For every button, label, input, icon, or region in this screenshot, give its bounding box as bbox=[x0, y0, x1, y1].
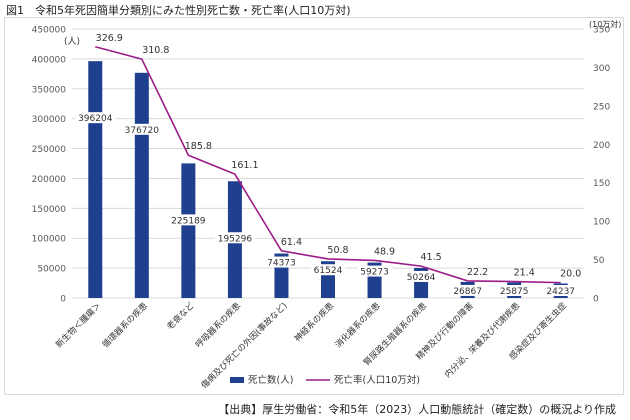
y-left-tick-label: 400000 bbox=[32, 55, 67, 65]
bar-label-bg bbox=[404, 270, 439, 282]
y-left-tick-label: 450000 bbox=[32, 26, 67, 36]
source-note: 【出典】厚生労働省：令和5年（2023）人口動態統計（確定数）の概況より作成 bbox=[218, 403, 616, 416]
x-tick-label: 循環器系の疾患 bbox=[100, 300, 150, 350]
y-right-tick-label: 250 bbox=[593, 102, 610, 112]
line-value-label: 161.1 bbox=[231, 160, 258, 171]
bar-label-bg bbox=[121, 123, 162, 135]
bar bbox=[134, 72, 149, 299]
rate-line bbox=[95, 45, 561, 284]
bar-label-bg bbox=[214, 232, 255, 244]
y-left-tick-label: 100000 bbox=[32, 235, 67, 245]
x-tick-label: 内分泌、栄養及び代謝疾患 bbox=[442, 300, 522, 380]
y-left-tick-label: 50000 bbox=[37, 265, 66, 275]
bar-value-label: 50264 bbox=[407, 273, 436, 283]
bar-value-label: 59273 bbox=[360, 268, 389, 278]
line-value-label: 20.0 bbox=[560, 269, 581, 280]
bar-label-bg bbox=[264, 256, 299, 268]
legend-line-label: 死亡率(人口10万対) bbox=[334, 374, 420, 386]
line-value-label: 41.5 bbox=[421, 252, 442, 263]
bar-value-label: 74373 bbox=[267, 259, 296, 269]
bar-value-label: 25875 bbox=[500, 287, 529, 297]
legend-bar-label: 死亡数(人) bbox=[248, 374, 293, 386]
y-right-tick-label: 100 bbox=[593, 218, 610, 228]
x-tick-label: 老衰など bbox=[165, 300, 197, 332]
bar bbox=[88, 61, 103, 299]
y-right-tick-label: 300 bbox=[593, 64, 610, 74]
y-right-tick-label: 350 bbox=[593, 26, 610, 36]
line-value-label: 185.8 bbox=[185, 141, 212, 152]
x-tick-label: 呼吸器系の疾患 bbox=[193, 300, 243, 350]
y-left-tick-label: 350000 bbox=[32, 85, 67, 95]
bar-label-bg bbox=[357, 265, 392, 277]
y-left-tick-label: 200000 bbox=[32, 175, 67, 185]
line-value-label: 50.8 bbox=[327, 245, 348, 256]
y-left-tick-label: 250000 bbox=[32, 145, 67, 155]
bar-value-label: 225189 bbox=[171, 216, 206, 226]
line-value-label: 61.4 bbox=[281, 237, 302, 248]
y-right-tick-label: 150 bbox=[593, 179, 610, 189]
legend-bar-swatch bbox=[230, 377, 244, 383]
bar-value-label: 195296 bbox=[218, 234, 253, 244]
line-value-label: 310.8 bbox=[142, 45, 169, 56]
line-value-label: 22.2 bbox=[467, 267, 488, 278]
chart-panel bbox=[4, 17, 624, 395]
bar-value-label: 24237 bbox=[546, 287, 575, 297]
figure-title: 図1 令和5年死因簡単分類別にみた性別死亡数・死亡率(人口10万対) bbox=[6, 4, 351, 17]
bar-label-bg bbox=[168, 214, 209, 226]
bar-label-bg bbox=[311, 264, 345, 276]
x-tick-label: 神経系の疾患 bbox=[292, 300, 336, 344]
x-tick-label: 消化器系の疾患 bbox=[333, 300, 383, 350]
y-left-tick-label: 0 bbox=[60, 295, 66, 305]
y-right-tick-label: 200 bbox=[593, 141, 610, 151]
line-value-label: 48.9 bbox=[374, 246, 395, 257]
x-tick-label: 新生物＜腫瘍＞ bbox=[54, 300, 104, 350]
y-right-tick-label: 50 bbox=[593, 256, 605, 266]
bar-label-bg bbox=[75, 112, 116, 124]
bar-value-label: 26867 bbox=[453, 287, 482, 297]
bar-label-bg bbox=[497, 285, 532, 296]
y-left-tick-label: 150000 bbox=[32, 205, 67, 215]
line-value-label: 326.9 bbox=[96, 33, 123, 44]
bar-label-bg bbox=[450, 284, 485, 296]
y-left-tick-label: 300000 bbox=[32, 115, 67, 125]
line-value-label: 21.4 bbox=[514, 268, 535, 279]
bar-label-bg bbox=[543, 285, 578, 296]
bar-value-label: 61524 bbox=[314, 266, 343, 276]
y-left-axis-label: (人) bbox=[64, 36, 80, 47]
y-right-axis-label: (10万対) bbox=[589, 19, 621, 29]
bar-value-label: 376720 bbox=[125, 126, 160, 136]
bar bbox=[181, 163, 196, 298]
y-right-tick-label: 0 bbox=[593, 295, 599, 305]
bar-value-label: 396204 bbox=[78, 114, 113, 124]
